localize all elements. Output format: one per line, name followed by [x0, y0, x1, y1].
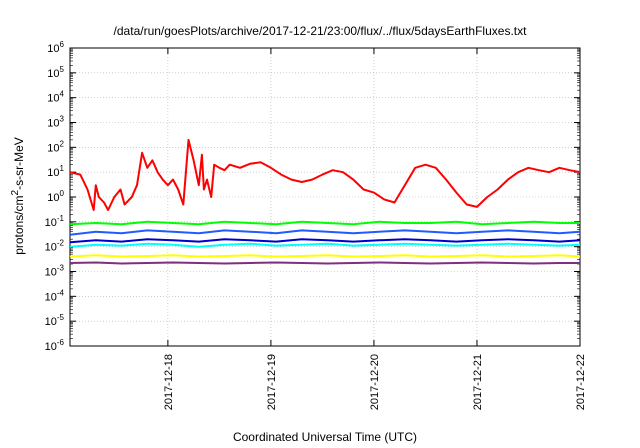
y-tick-label: 10-2 [45, 239, 65, 254]
series-line-6 [70, 261, 580, 265]
y-tick-label: 10-5 [45, 313, 65, 328]
y-tick-label: 102 [47, 139, 64, 154]
y-tick-label: 100 [47, 189, 64, 204]
y-tick-label: 106 [47, 40, 64, 55]
series-line-1 [70, 220, 580, 226]
series-line-3 [70, 229, 580, 236]
chart-title: /data/run/goesPlots/archive/2017-12-21/2… [113, 24, 527, 38]
x-tick-label: 2017-12-19 [266, 354, 278, 410]
series-line-4 [70, 238, 580, 244]
series-line-5 [70, 254, 580, 258]
y-axis-label-sup: 2 [10, 189, 21, 196]
y-tick-label: 10-3 [45, 264, 65, 279]
y-tick-label: 103 [47, 115, 64, 130]
x-tick-label: 2017-12-22 [575, 354, 587, 410]
series-line-2 [70, 242, 580, 248]
y-tick-label: 10-6 [45, 338, 65, 353]
y-tick-label: 101 [47, 164, 64, 179]
y-tick-label: 104 [47, 90, 64, 105]
x-tick-label: 2017-12-21 [472, 354, 484, 410]
series-line-0 [70, 138, 580, 211]
x-tick-label: 2017-12-18 [163, 354, 175, 410]
x-axis-label: Coordinated Universal Time (UTC) [232, 430, 418, 444]
y-tick-label: 105 [47, 65, 64, 80]
y-tick-label: 10-4 [45, 288, 65, 303]
y-tick-label: 10-1 [45, 214, 65, 229]
x-tick-label: 2017-12-20 [369, 354, 381, 410]
